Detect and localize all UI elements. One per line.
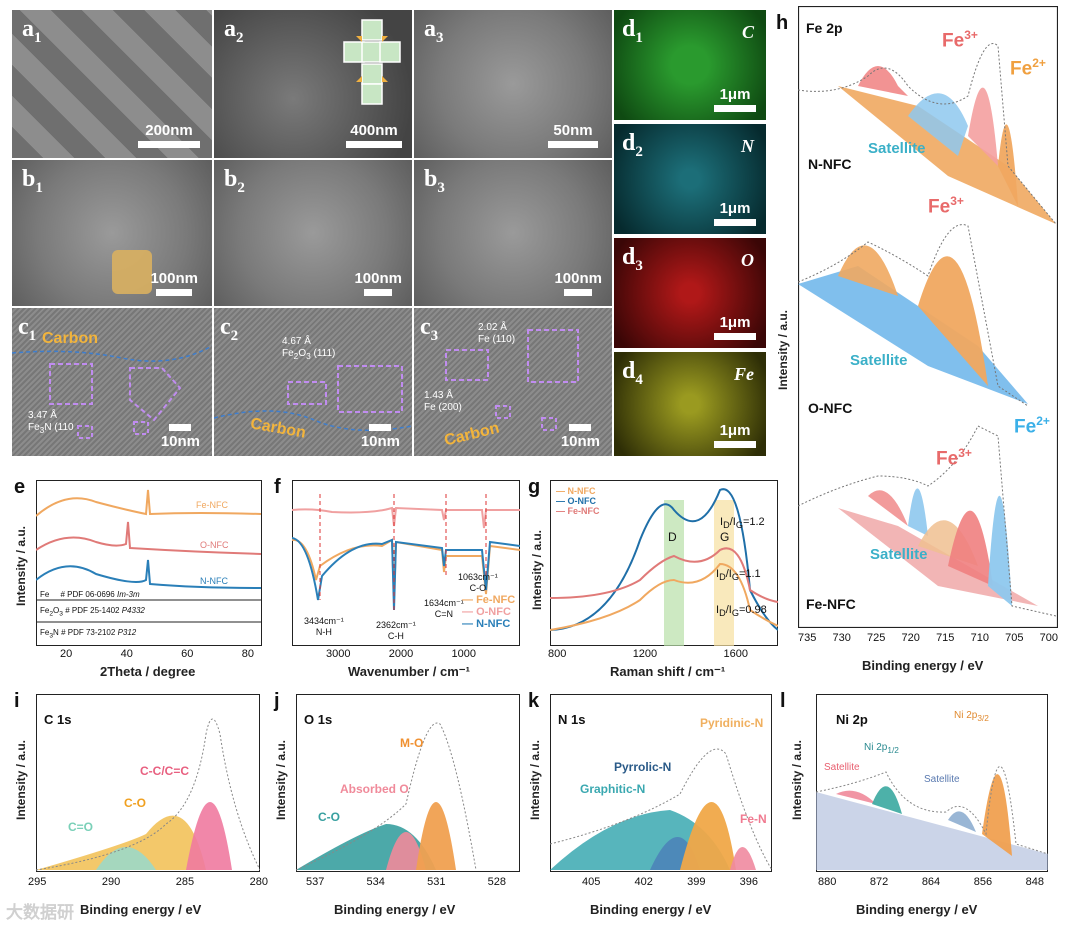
chart-xrd — [36, 480, 262, 646]
scale-bar-a3: 50nm — [548, 122, 598, 148]
chart-o1s — [296, 694, 520, 872]
highlighted-particle — [112, 250, 152, 294]
scale-bar-c1: 10nm — [161, 422, 200, 450]
octahedron-schematic — [343, 19, 401, 105]
satellite-label-1: Satellite — [868, 140, 926, 157]
fe3-label-3: Fe3+ — [936, 446, 972, 470]
ftir-legend: — Fe-NFC — O-NFC — N-NFC — [462, 594, 516, 630]
panel-c1: c1 Carbon 3.47 Å Fe3N (110 10nm — [12, 308, 212, 456]
fe2p-title: Fe 2p — [806, 20, 843, 36]
scale-bar-a2: 400nm — [346, 122, 402, 148]
raman-legend: — N-NFC — O-NFC — Fe-NFC — [556, 486, 600, 516]
chart-ni2p — [816, 694, 1048, 872]
panel-a2: a2 400nm — [214, 10, 412, 158]
satellite-label-2: Satellite — [850, 352, 908, 369]
ref-fe: Fe # PDF 06-0696 Im-3m — [40, 590, 140, 599]
map-d2: d2 N 1μm — [614, 124, 766, 234]
scale-bar-b1: 100nm — [150, 270, 198, 296]
panel-b2: b2 100nm — [214, 160, 412, 306]
scale-bar-a1: 200nm — [138, 122, 200, 148]
satellite-label-3: Satellite — [870, 546, 928, 563]
fe2-label-2: Fe2+ — [1014, 414, 1050, 438]
ref-fe3n: Fe3N # PDF 73-2102 P312 — [40, 628, 137, 640]
panel-b3: b3 100nm — [414, 160, 612, 306]
scale-bar-b3: 100nm — [554, 270, 602, 296]
scale-bar-c3: 10nm — [561, 422, 600, 450]
map-d3: d3 O 1μm — [614, 238, 766, 348]
scale-bar-c2: 10nm — [361, 422, 400, 450]
chart-n1s — [550, 694, 772, 872]
watermark: 大数据研 — [6, 903, 74, 922]
fe2p-xticks: 735 730 725 720 715 710 705 700 — [798, 632, 1058, 644]
panel-a1: a1 200nm — [12, 10, 212, 158]
d-spacing-c1: 3.47 Å Fe3N (110 — [28, 410, 74, 435]
panel-b1: b1 100nm — [12, 160, 212, 306]
carbon-label: Carbon — [42, 330, 98, 347]
chart-ftir — [292, 480, 520, 646]
map-d1: d1 C 1μm — [614, 10, 766, 120]
panel-c2: c2 4.67 Å Fe2O3 (111) Carbon 10nm — [214, 308, 412, 456]
map-d4: d4 Fe 1μm — [614, 352, 766, 456]
sample-label-n-nfc: N-NFC — [808, 156, 852, 172]
fe3-label-1: Fe3+ — [942, 28, 978, 52]
sample-label-o-nfc: O-NFC — [808, 400, 853, 416]
panel-label-h: h — [776, 12, 789, 34]
ref-fe2o3: Fe2O3 # PDF 25-1402 P4332 — [40, 606, 145, 618]
chart-c1s — [36, 694, 260, 872]
sample-label-fe-nfc: Fe-NFC — [806, 596, 856, 612]
fe3-label-2: Fe3+ — [928, 194, 964, 218]
d-spacing-c2: 4.67 Å Fe2O3 (111) — [282, 336, 336, 361]
chart-fe2p — [798, 6, 1058, 628]
panel-c3: c3 2.02 Å Fe (110) 1.43 Å Fe (200) Carbon … — [414, 308, 612, 456]
chart-raman — [550, 480, 778, 646]
d-spacing-c3b: 1.43 Å Fe (200) — [424, 390, 462, 413]
d-spacing-c3a: 2.02 Å Fe (110) — [478, 322, 516, 345]
scale-bar-b2: 100nm — [354, 270, 402, 296]
panel-a3: a3 50nm — [414, 10, 612, 158]
fe2-label-1: Fe2+ — [1010, 56, 1046, 80]
